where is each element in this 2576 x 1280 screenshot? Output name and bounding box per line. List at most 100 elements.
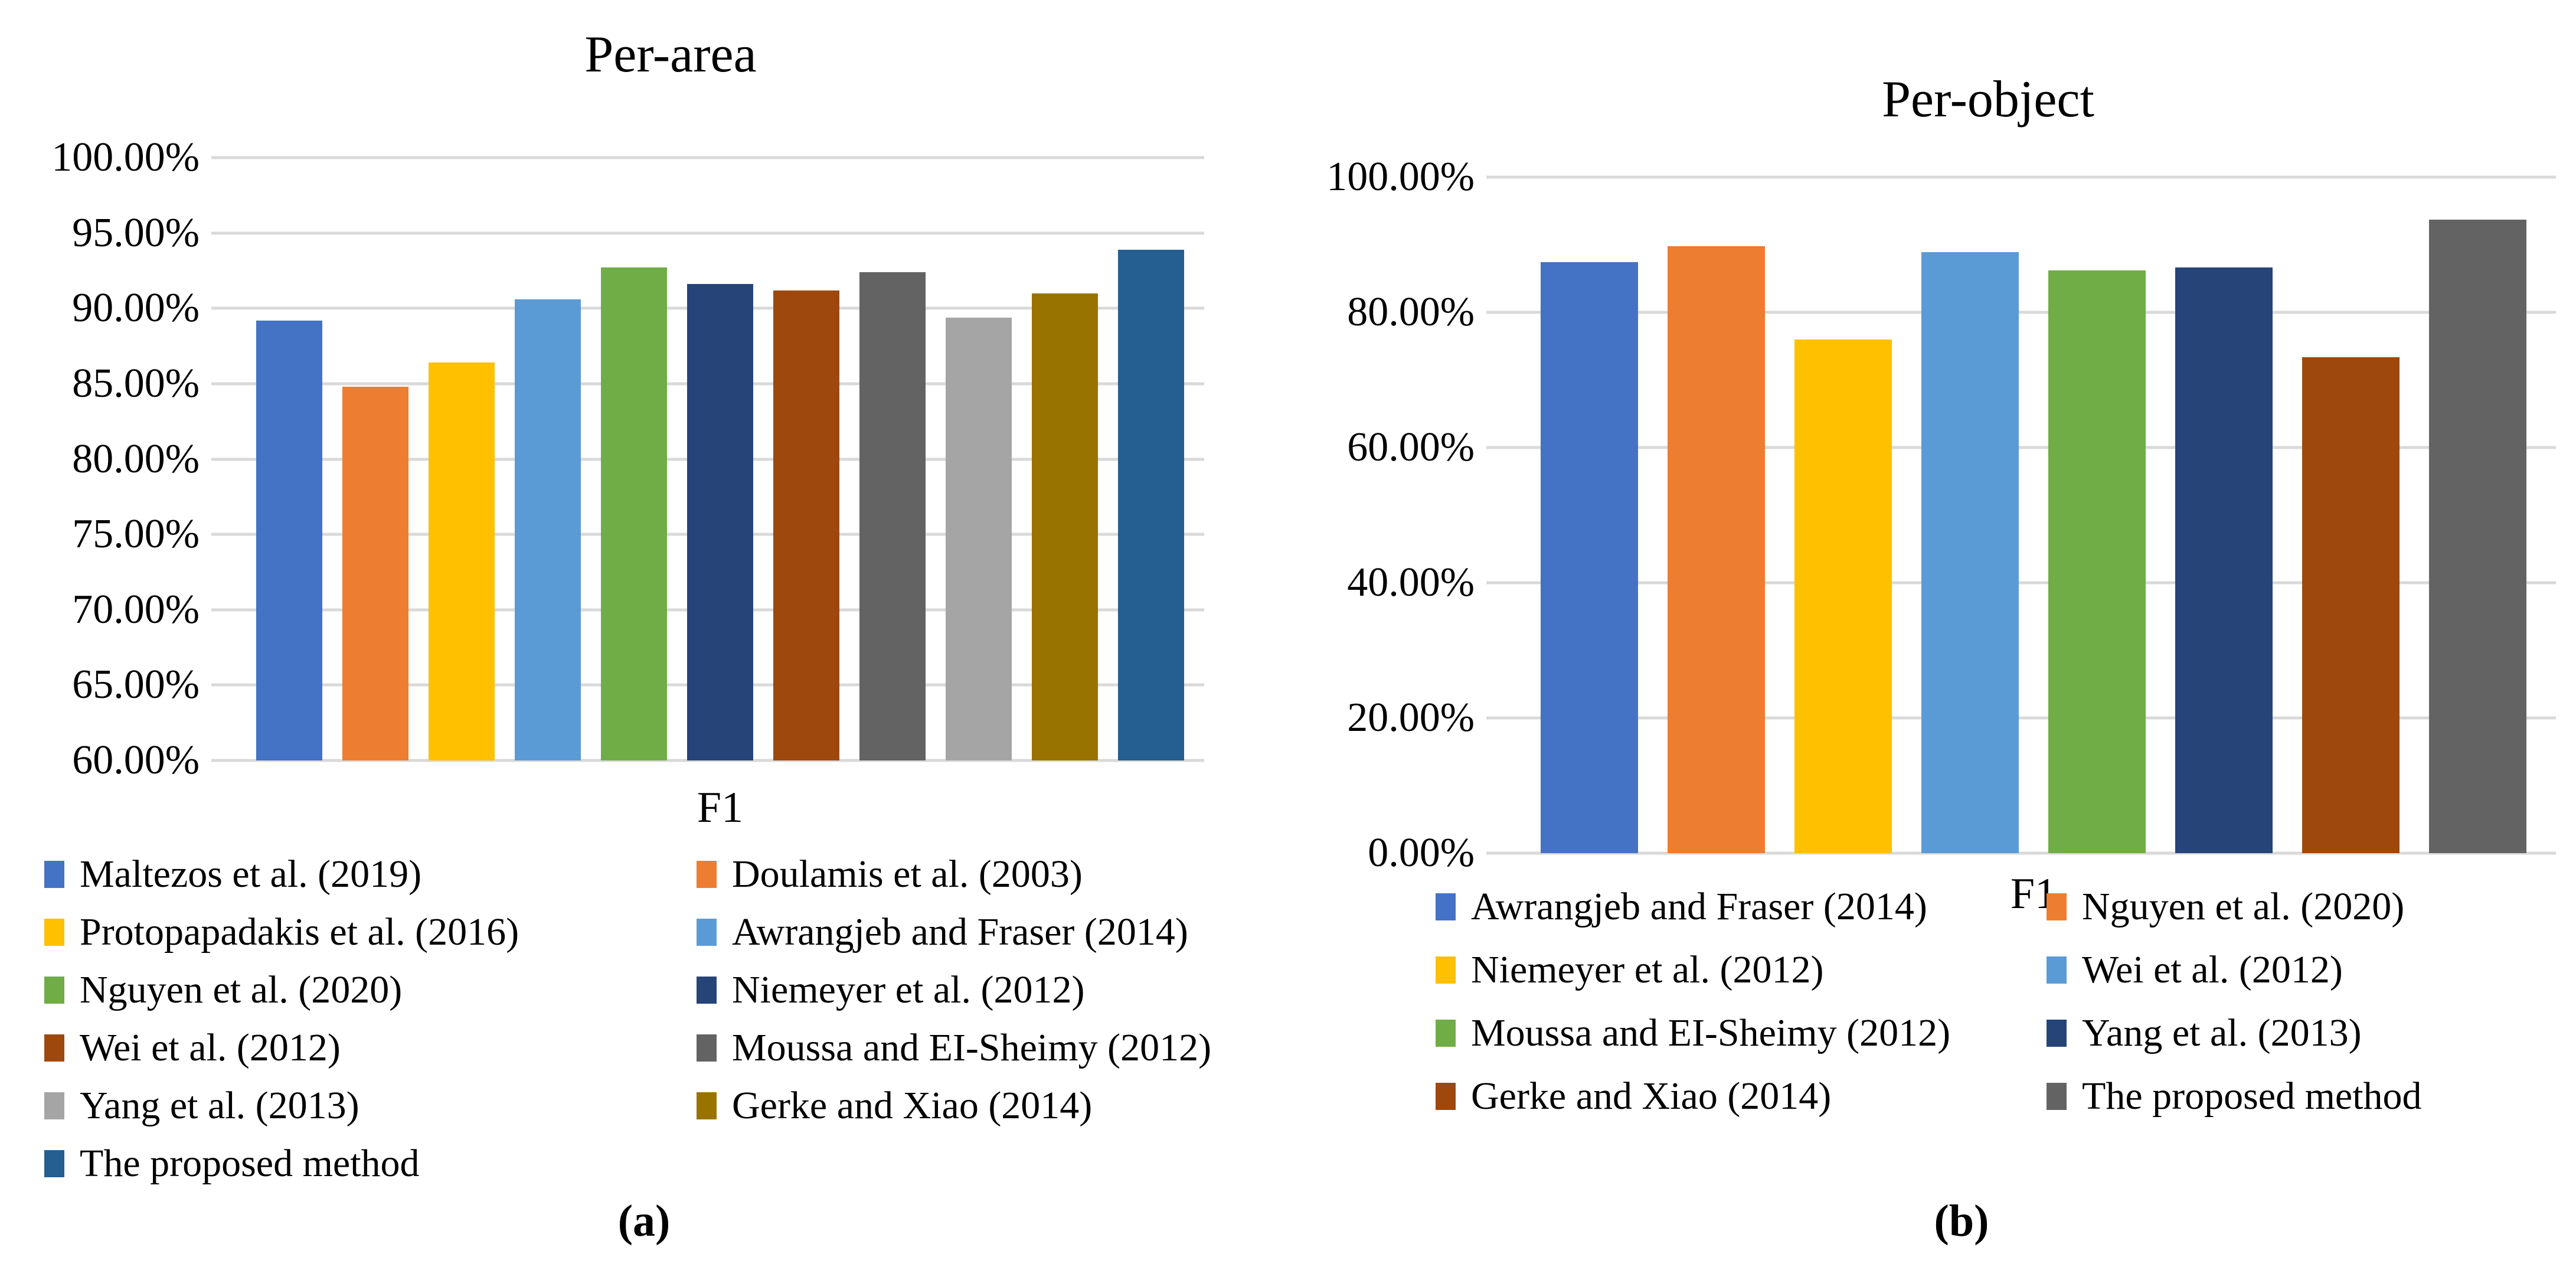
legend-item-yang-et-al-2013: Yang et al. (2013): [44, 1077, 697, 1135]
y-axis-tick: [211, 306, 236, 310]
legend-marker-icon: [1436, 956, 1456, 984]
legend-item-wei-et-al-2012: Wei et al. (2012): [2047, 938, 2422, 1001]
y-tick-label: 20.00%: [1347, 695, 1475, 740]
legend: Maltezos et al. (2019) Doulamis et al. (2…: [44, 845, 1211, 1193]
y-axis-tick: [211, 382, 236, 386]
y-tick-label: 90.00%: [72, 285, 200, 331]
legend-marker-icon: [44, 1150, 64, 1177]
legend-marker-icon: [44, 861, 64, 888]
legend-label: Niemeyer et al. (2012): [732, 968, 1085, 1011]
bar-maltezos-et-al-2019: [256, 320, 322, 760]
y-axis-tick: [211, 458, 236, 461]
legend-marker-icon: [1436, 1082, 1456, 1110]
gridline: [1511, 175, 2556, 179]
legend-label: Wei et al. (2012): [80, 1026, 341, 1069]
y-axis-tick: [1486, 311, 1511, 314]
legend-item-doulamis-et-al-2003: Doulamis et al. (2003): [697, 845, 1211, 903]
bar-doulamis-et-al-2003: [342, 386, 408, 760]
bar-wei-et-al-2012: [1921, 252, 2019, 853]
bar-niemeyer-et-al-2012: [687, 284, 753, 760]
panel-caption: (b): [1934, 1196, 1989, 1246]
y-axis-tick: [211, 608, 236, 612]
bar-awrangjeb-and-fraser-2014: [1541, 262, 1638, 853]
legend-marker-icon: [697, 1092, 717, 1119]
y-tick-label: 40.00%: [1347, 560, 1475, 605]
gridline: [236, 156, 1204, 159]
y-tick-label: 85.00%: [72, 360, 200, 406]
legend-item-wei-et-al-2012: Wei et al. (2012): [44, 1019, 697, 1077]
legend-label: Awrangjeb and Fraser (2014): [1471, 884, 1927, 928]
legend-item-awrangjeb-and-fraser-2014: Awrangjeb and Fraser (2014): [1436, 875, 2047, 938]
legend-item-the-proposed-method: The proposed method: [2047, 1065, 2422, 1128]
panel-per-area: Per-area 100.00% 95.00% 90.00% 85.00% 80.00%…: [44, 26, 1211, 1246]
chart-title: Per-area: [584, 26, 757, 83]
bar-moussa-and-ei-sheimy-2012: [2048, 270, 2146, 853]
legend-item-niemeyer-et-al-2012: Niemeyer et al. (2012): [1436, 938, 2047, 1001]
legend-marker-icon: [44, 919, 64, 946]
chart-title: Per-object: [1882, 71, 2094, 128]
legend-item-protopapadakis-et-al-2016: Protopapadakis et al. (2016): [44, 903, 697, 961]
legend-marker-icon: [697, 977, 717, 1004]
y-tick-label: 65.00%: [72, 662, 200, 708]
y-tick-label: 100.00%: [1326, 154, 1475, 200]
legend-marker-icon: [44, 1034, 64, 1062]
bar-gerke-and-xiao-2014: [1032, 293, 1098, 760]
gridline: [1511, 446, 2556, 449]
y-tick-label: 80.00%: [72, 436, 200, 482]
legend-label: Doulamis et al. (2003): [732, 853, 1083, 896]
legend-label: Nguyen et al. (2020): [80, 968, 403, 1011]
bar-yang-et-al-2013: [946, 317, 1012, 760]
legend-item-yang-et-al-2013: Yang et al. (2013): [2047, 1001, 2422, 1065]
bar-the-proposed-method: [2429, 220, 2526, 853]
y-tick-label: 60.00%: [1347, 425, 1475, 470]
bar-wei-et-al-2012: [773, 290, 839, 760]
legend: Awrangjeb and Fraser (2014) Nguyen et al.…: [1436, 875, 2422, 1128]
bar-moussa-and-ei-sheimy-2012: [859, 272, 926, 760]
bar-the-proposed-method: [1118, 249, 1184, 760]
y-tick-label: 60.00%: [72, 737, 200, 783]
bar-nguyen-et-al-2020: [1668, 246, 1765, 853]
bar-awrangjeb-and-fraser-2014: [515, 299, 581, 760]
x-axis-label: F1: [697, 783, 744, 832]
legend-item-gerke-and-xiao-2014: Gerke and Xiao (2014): [697, 1077, 1211, 1135]
gridline: [236, 231, 1204, 235]
y-axis-tick: [211, 156, 236, 159]
gridline: [1511, 851, 2556, 855]
panel-caption: (a): [617, 1196, 671, 1246]
legend-label: The proposed method: [80, 1142, 420, 1185]
gridline: [1511, 716, 2556, 720]
legend-label: Awrangjeb and Fraser (2014): [732, 910, 1188, 954]
legend-label: Gerke and Xiao (2014): [1471, 1074, 1832, 1118]
bar-protopapadakis-et-al-2016: [429, 363, 495, 760]
bars-group: [236, 158, 1204, 760]
legend-label: Wei et al. (2012): [2082, 948, 2343, 991]
panel-per-object: Per-object 100.00% 80.00% 60.00% 40.00% 20.0…: [1288, 0, 2576, 1280]
legend-label: Nguyen et al. (2020): [2082, 884, 2405, 928]
bar-nguyen-et-al-2020: [601, 267, 667, 760]
y-tick-label: 80.00%: [1347, 289, 1475, 335]
bar-yang-et-al-2013: [2175, 267, 2273, 853]
legend-item-gerke-and-xiao-2014: Gerke and Xiao (2014): [1436, 1065, 2047, 1128]
legend-item-moussa-and-ei-sheimy-2012: Moussa and EI-Sheimy (2012): [697, 1019, 1211, 1077]
legend-marker-icon: [44, 1092, 64, 1119]
legend-label: Niemeyer et al. (2012): [1471, 948, 1824, 991]
legend-item-awrangjeb-and-fraser-2014: Awrangjeb and Fraser (2014): [697, 903, 1211, 961]
bars-group: [1511, 177, 2556, 853]
y-axis-tick: [1486, 716, 1511, 720]
legend-label: The proposed method: [2082, 1074, 2422, 1118]
plot-area: 100.00% 95.00% 90.00% 85.00% 80.00% 75.00% 70.…: [51, 137, 1204, 781]
legend-marker-icon: [1436, 1019, 1456, 1047]
legend-marker-icon: [697, 861, 717, 888]
y-axis-tick: [211, 683, 236, 687]
gridline: [236, 759, 1204, 762]
y-axis-tick: [1486, 581, 1511, 585]
legend-marker-icon: [2047, 956, 2067, 984]
legend-marker-icon: [2047, 1019, 2067, 1047]
legend-marker-icon: [1436, 893, 1456, 920]
gridline: [1511, 581, 2556, 585]
legend-item-nguyen-et-al-2020: Nguyen et al. (2020): [44, 961, 697, 1019]
y-tick-label: 0.00%: [1368, 830, 1475, 876]
y-axis-tick: [1486, 851, 1511, 855]
y-axis-tick: [1486, 446, 1511, 449]
y-axis-tick: [211, 533, 236, 536]
